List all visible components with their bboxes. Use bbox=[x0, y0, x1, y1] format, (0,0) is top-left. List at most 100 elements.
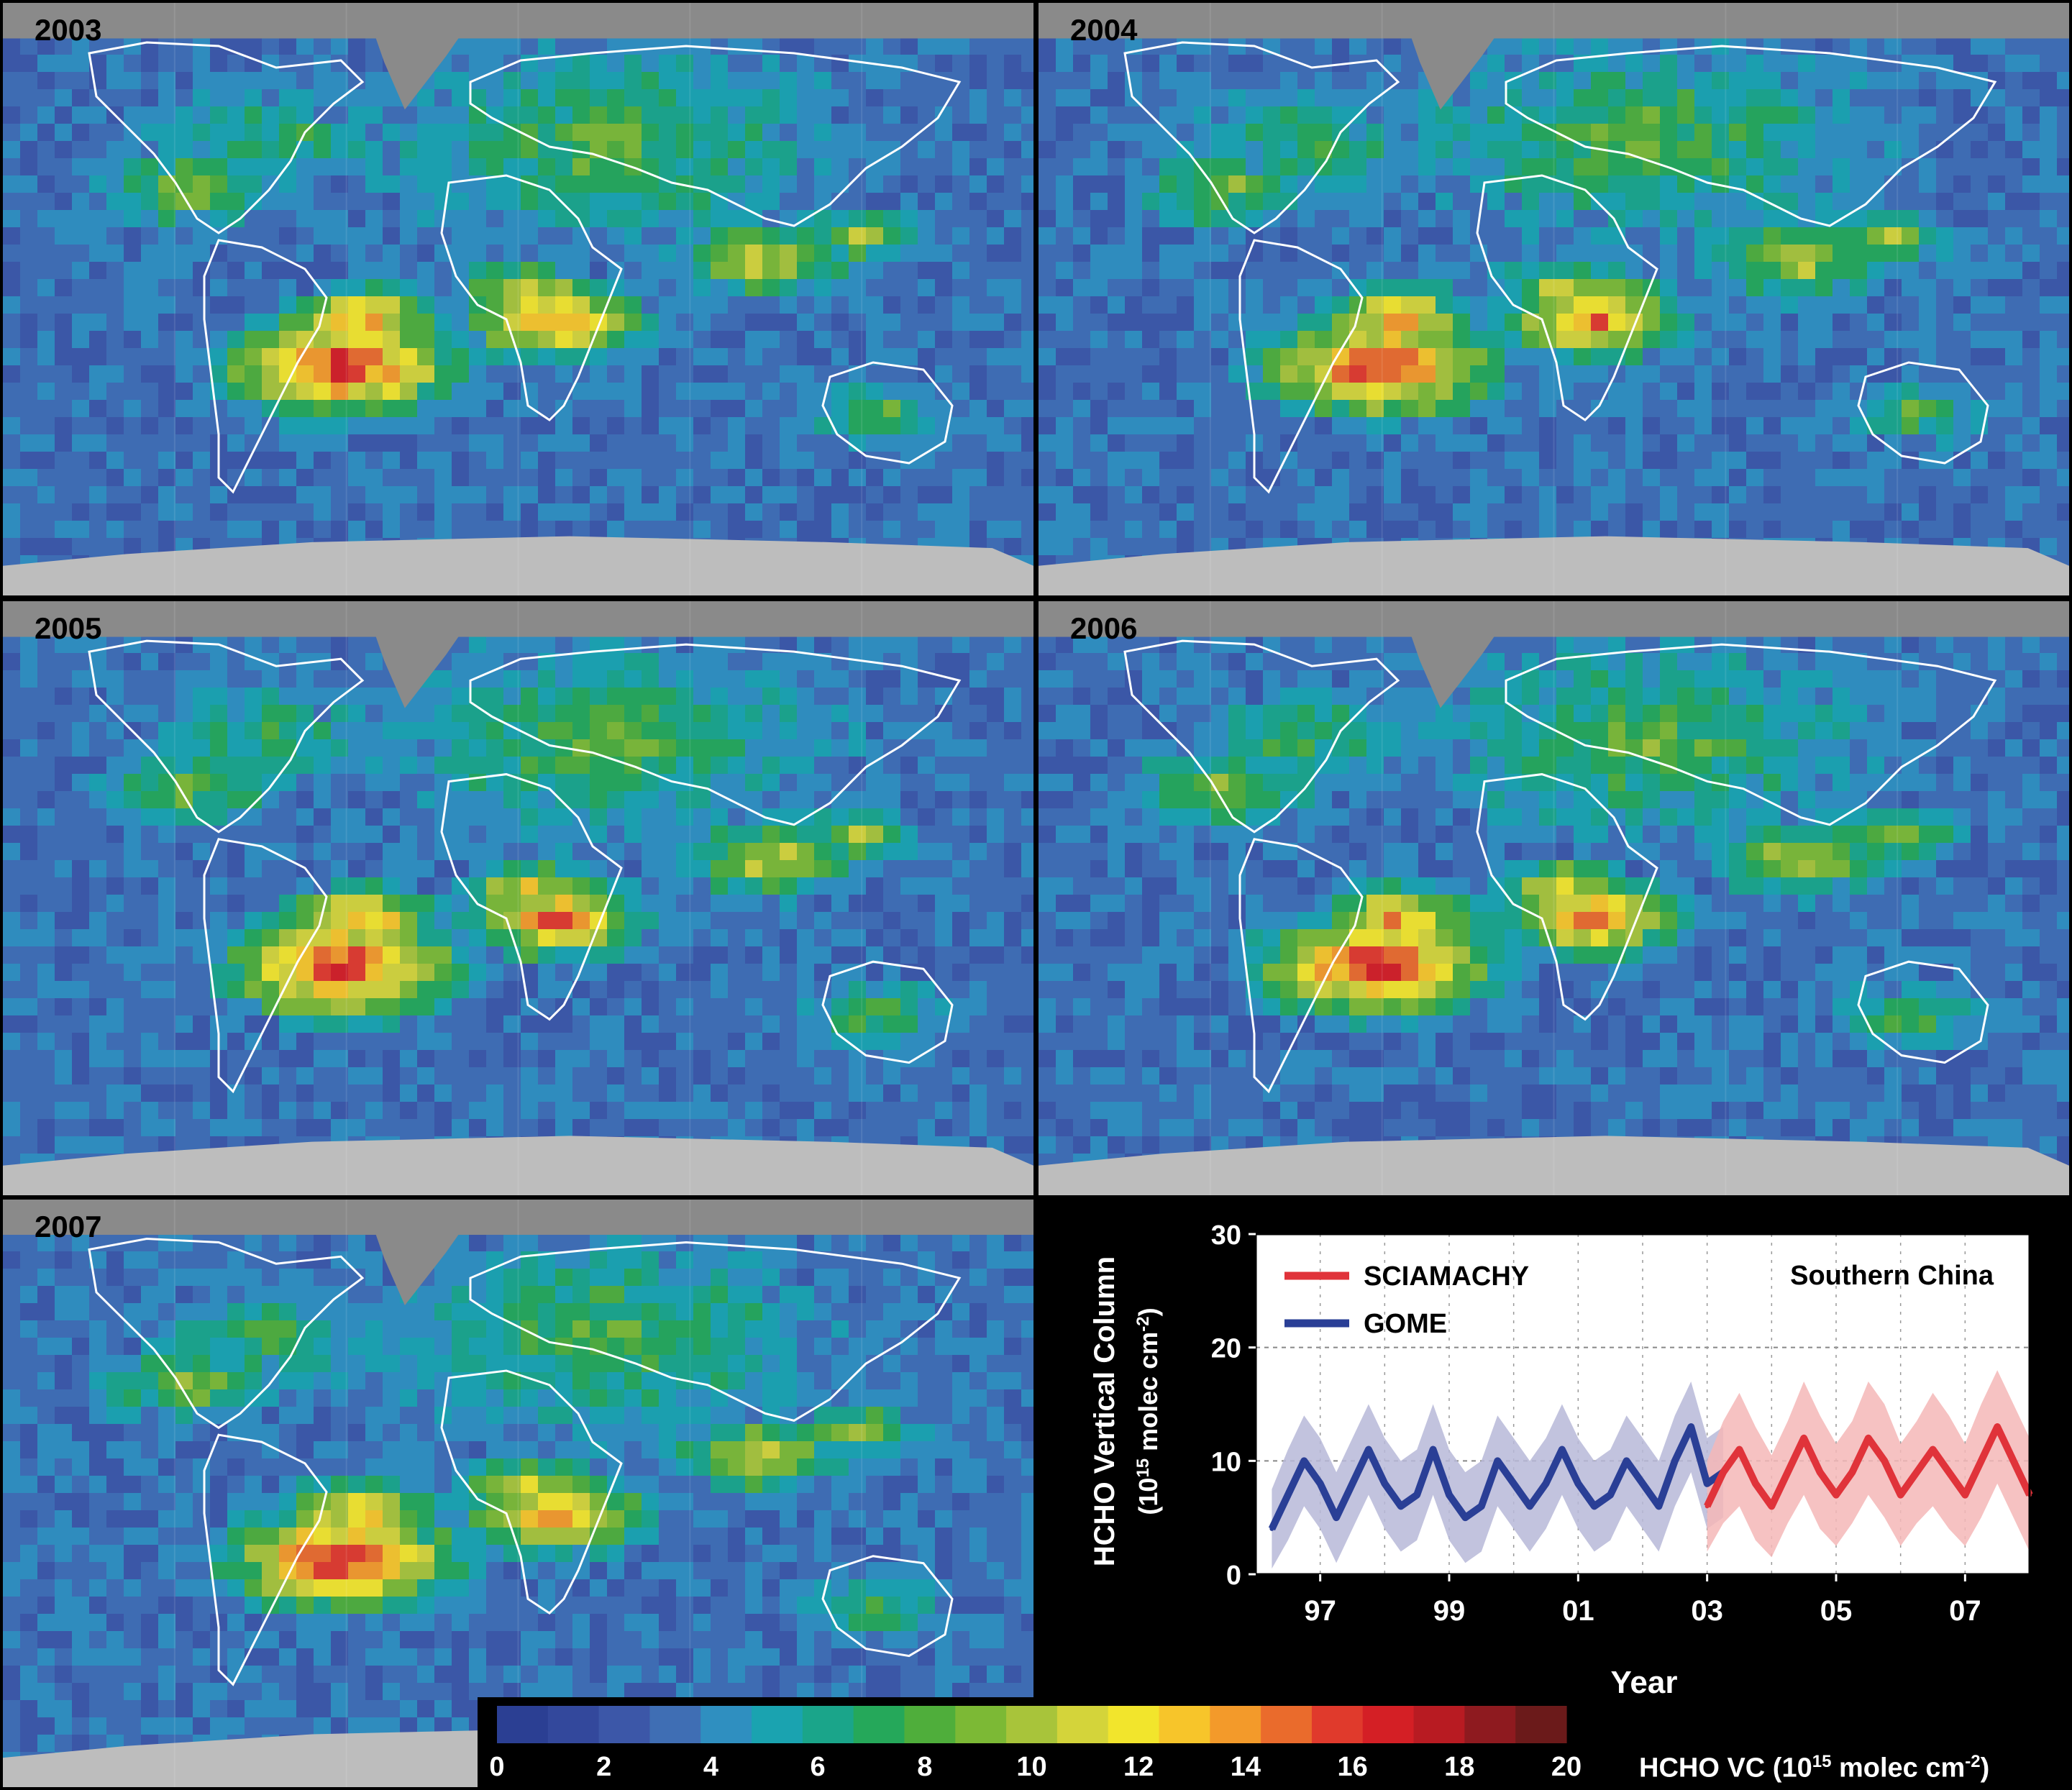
sciamachy-point bbox=[1721, 1470, 1726, 1475]
arctic-mask bbox=[1039, 3, 2069, 39]
x-axis-label: Year bbox=[1611, 1665, 1678, 1700]
coastline-eurasia bbox=[1505, 643, 1997, 826]
sciamachy-point bbox=[1963, 1492, 1968, 1497]
colorbar-tick-label: 6 bbox=[810, 1752, 826, 1782]
colorbar-segment bbox=[649, 1706, 701, 1743]
gome-point bbox=[1592, 1504, 1597, 1509]
antarctica-shape bbox=[3, 1136, 1033, 1195]
sciamachy-point bbox=[1866, 1435, 1871, 1440]
coastline-samerica bbox=[203, 239, 328, 494]
chart-title: Southern China bbox=[1790, 1261, 1994, 1291]
map-panel-2004: 2004 bbox=[1036, 0, 2072, 598]
colorbar-tick-label: 0 bbox=[489, 1752, 505, 1782]
gome-point bbox=[1366, 1447, 1371, 1452]
gome-point bbox=[1382, 1481, 1387, 1486]
colorbar-tick-label: 18 bbox=[1444, 1752, 1475, 1782]
sciamachy-point bbox=[1850, 1470, 1855, 1475]
sciamachy-point bbox=[1914, 1470, 1920, 1475]
colorbar-segment bbox=[1362, 1706, 1415, 1743]
gome-point bbox=[1334, 1515, 1339, 1520]
greenland-shape bbox=[1409, 26, 1502, 110]
gome-point bbox=[1415, 1492, 1420, 1497]
map-panel-2007: 2007 bbox=[0, 1197, 1036, 1790]
map-year-label: 2007 bbox=[35, 1210, 102, 1243]
coastline-africa bbox=[440, 1369, 623, 1615]
coastline-samerica bbox=[1238, 838, 1364, 1094]
sciamachy-point bbox=[2011, 1458, 2016, 1463]
coastline-namerica bbox=[1123, 41, 1400, 234]
gome-point bbox=[1689, 1425, 1694, 1430]
colorbar-tick-label: 10 bbox=[1016, 1752, 1047, 1782]
map-2006 bbox=[1039, 601, 2069, 1195]
colorbar-segment bbox=[853, 1706, 905, 1743]
x-tick-label: 07 bbox=[1949, 1595, 1981, 1627]
coastline-africa bbox=[440, 174, 623, 421]
sciamachy-point bbox=[1898, 1492, 1903, 1497]
colorbar-segment bbox=[598, 1706, 651, 1743]
sciamachy-point bbox=[1785, 1470, 1790, 1475]
gome-point bbox=[1318, 1481, 1323, 1486]
colorbar-segment bbox=[904, 1706, 956, 1743]
coastline-australia bbox=[1857, 361, 1989, 465]
antarctica-shape bbox=[1039, 1136, 2069, 1195]
plot-frame bbox=[1254, 1233, 2031, 1576]
gome-point bbox=[1350, 1481, 1355, 1486]
y-axis-label: HCHO Vertical Column bbox=[1089, 1256, 1121, 1566]
x-tick-label: 99 bbox=[1433, 1595, 1466, 1627]
map-year-label: 2003 bbox=[35, 13, 102, 47]
y-tick-label: 20 bbox=[1211, 1334, 1241, 1364]
gome-point bbox=[1511, 1481, 1516, 1486]
colorbar-tick-label: 4 bbox=[703, 1752, 718, 1782]
coastline-eurasia bbox=[469, 45, 962, 227]
gome-point bbox=[1479, 1504, 1484, 1509]
x-tick-label: 01 bbox=[1562, 1595, 1594, 1627]
colorbar-segment bbox=[497, 1706, 549, 1743]
gome-point bbox=[1398, 1504, 1403, 1509]
coastline-eurasia bbox=[469, 1241, 962, 1422]
coastline-australia bbox=[821, 960, 954, 1064]
map-year-label: 2004 bbox=[1070, 13, 1138, 47]
y-tick-label: 10 bbox=[1211, 1447, 1241, 1477]
colorbar-tick-label: 16 bbox=[1337, 1752, 1368, 1782]
coastlines bbox=[88, 639, 962, 1094]
gome-point bbox=[1302, 1458, 1307, 1463]
gome-point bbox=[1576, 1481, 1581, 1486]
map-2003 bbox=[3, 3, 1033, 595]
sciamachy-point bbox=[1817, 1470, 1822, 1475]
map-panel-2006: 2006 bbox=[1036, 598, 2072, 1198]
coastline-africa bbox=[440, 773, 623, 1021]
gome-point bbox=[1656, 1504, 1661, 1509]
coastline-australia bbox=[821, 1555, 954, 1658]
colorbar-tick-label: 12 bbox=[1123, 1752, 1154, 1782]
colorbar-segment bbox=[1108, 1706, 1160, 1743]
coastline-australia bbox=[1857, 960, 1989, 1064]
colorbar-segment bbox=[700, 1706, 752, 1743]
sciamachy-point bbox=[1979, 1458, 1984, 1463]
sciamachy-point bbox=[1882, 1458, 1887, 1463]
colorbar-segment bbox=[1311, 1706, 1364, 1743]
legend-label: GOME bbox=[1364, 1309, 1447, 1339]
gome-point bbox=[1495, 1458, 1500, 1463]
sciamachy-point bbox=[1737, 1447, 1742, 1452]
x-tick-label: 03 bbox=[1691, 1595, 1723, 1627]
map-2005 bbox=[3, 601, 1033, 1195]
gome-point bbox=[1269, 1526, 1274, 1531]
coastline-africa bbox=[1476, 174, 1658, 421]
colorbar: 0 2 4 6 8 10 12 14 16 18 20 HCHO VC (1015 molec cm… bbox=[478, 1697, 2072, 1790]
colorbar-segment bbox=[1515, 1706, 1567, 1743]
gome-point bbox=[1528, 1504, 1533, 1509]
gome-band bbox=[1272, 1381, 1724, 1569]
coastlines bbox=[1123, 639, 1997, 1094]
coastlines bbox=[88, 41, 962, 494]
arctic-mask bbox=[3, 601, 1033, 637]
colorbar-gradient bbox=[497, 1706, 1567, 1743]
coastline-australia bbox=[821, 361, 954, 465]
coastlines bbox=[88, 1238, 962, 1686]
gome-point bbox=[1463, 1515, 1468, 1520]
colorbar-tick-label: 14 bbox=[1230, 1752, 1261, 1782]
x-tick-label: 97 bbox=[1304, 1595, 1336, 1627]
coastline-africa bbox=[1476, 773, 1658, 1021]
gome-point bbox=[1430, 1447, 1436, 1452]
gome-point bbox=[1624, 1458, 1629, 1463]
x-tick-label: 05 bbox=[1820, 1595, 1853, 1627]
